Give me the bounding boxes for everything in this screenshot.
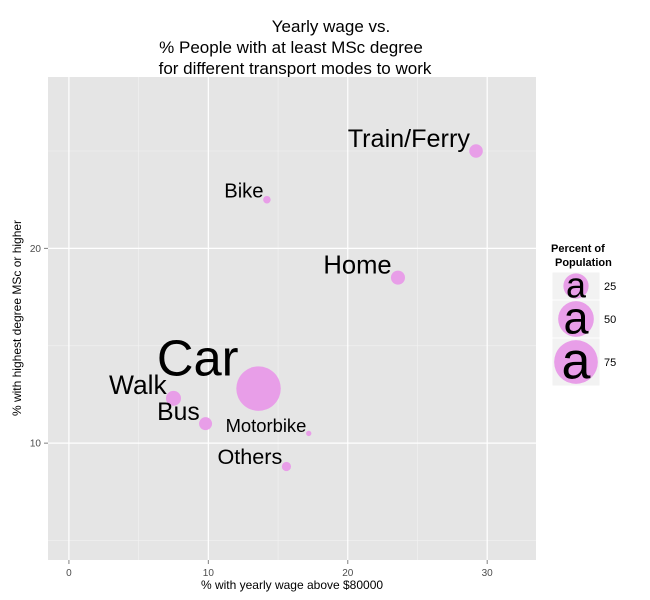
point-bus — [199, 417, 213, 431]
legend-title-line-2: Population — [555, 257, 612, 269]
legend-key-glyph: a — [563, 292, 589, 343]
legend-title-line-1: Percent of — [551, 243, 605, 255]
point-label-walk: Walk — [109, 370, 167, 400]
point-home — [390, 270, 405, 285]
legend-value-label: 50 — [604, 314, 616, 326]
point-motorbike — [306, 430, 312, 437]
size-legend: Percent of Population a 25 a 50 a 75 — [551, 243, 616, 391]
legend-key-circle — [554, 340, 598, 384]
y-tick-label: 10 — [30, 439, 42, 450]
point-label-car: Car — [157, 329, 239, 386]
chart-title-line-1: Yearly wage vs. — [272, 17, 390, 36]
point-train-ferry — [469, 144, 483, 158]
x-tick-label: 30 — [482, 568, 494, 579]
x-tick-label: 0 — [66, 568, 72, 579]
legend-key-glyph: a — [562, 333, 591, 391]
data-points — [165, 144, 483, 472]
point-others — [281, 461, 292, 472]
point-car — [236, 366, 281, 411]
point-label-bike: Bike — [224, 180, 263, 202]
axis-ticks: 0 10 20 30 10 20 — [30, 244, 493, 579]
x-axis-title: % with yearly wage above $80000 — [201, 578, 383, 592]
x-tick-label: 20 — [342, 568, 354, 579]
grid-lines — [48, 77, 536, 560]
legend-key-glyph: a — [566, 266, 586, 306]
legend-key-circle — [563, 273, 589, 299]
legend-key-circle — [558, 301, 594, 337]
chart-title-line-2: % People with at least MSc degree — [159, 38, 423, 57]
y-axis-title: % with highest degree MSc or higher — [10, 220, 24, 416]
chart-title-line-3: for different transport modes to work — [159, 59, 432, 78]
plot-panel — [48, 77, 536, 560]
x-tick-label: 10 — [203, 568, 215, 579]
point-label-bus: Bus — [157, 399, 200, 426]
legend-keys: a 25 a 50 a 75 — [551, 266, 616, 391]
y-tick-label: 20 — [30, 244, 42, 255]
legend-value-label: 25 — [604, 281, 616, 293]
point-walk — [165, 390, 181, 406]
point-label-motorbike: Motorbike — [226, 415, 307, 436]
point-label-train-ferry: Train/Ferry — [348, 125, 471, 153]
point-bike — [263, 195, 271, 204]
point-label-home: Home — [323, 251, 391, 279]
point-label-others: Others — [217, 444, 282, 469]
legend-value-label: 75 — [604, 357, 616, 369]
